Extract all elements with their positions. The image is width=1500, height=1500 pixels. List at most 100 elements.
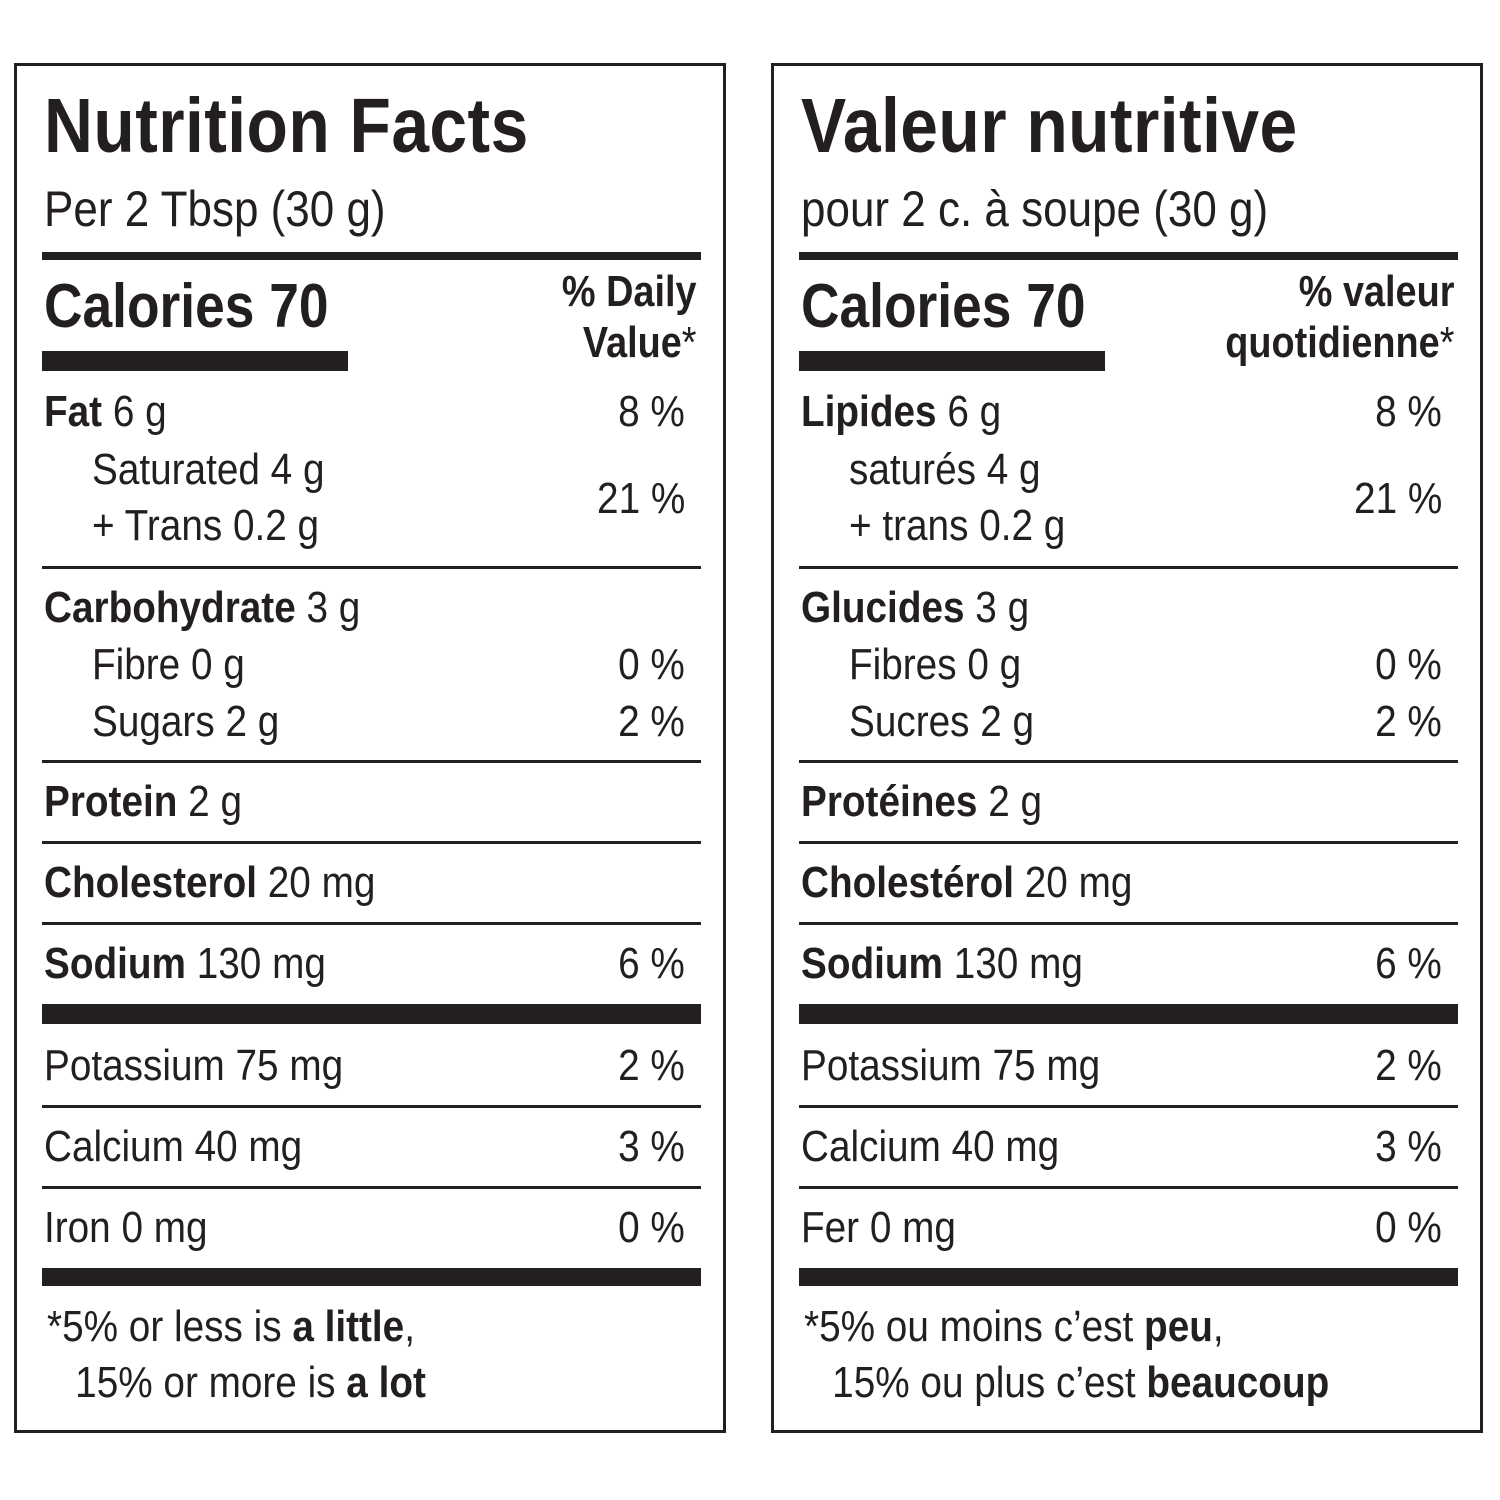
nutrient-label: + Trans 0.2 g	[92, 501, 320, 550]
row-protein: Protéines 2 g	[801, 774, 1442, 830]
nutrient-pct: 3 %	[1375, 1122, 1442, 1171]
nutrition-facts-panel-fr: Valeur nutritive pour 2 c. à soupe (30 g…	[771, 63, 1483, 1433]
nutrient-amount: 3 g	[306, 583, 361, 632]
calories-label: Calories 70	[44, 272, 329, 341]
nutrient-label: Sodium	[801, 939, 943, 988]
nutrient-label: + trans 0.2 g	[849, 501, 1066, 550]
footnote-text: ,	[1212, 1302, 1224, 1351]
nutrient-amount: 20 mg	[1024, 858, 1133, 907]
nutrient-label: Fibres 0 g	[849, 640, 1022, 689]
divider	[799, 566, 1458, 569]
nutrient-pct: 2 %	[618, 697, 685, 746]
footnote-text: 15% or more is	[75, 1358, 347, 1407]
nutrient-label: Potassium 75 mg	[44, 1041, 344, 1090]
nutrient-pct: 3 %	[618, 1122, 685, 1171]
dv-header-line2: quotidienne	[1224, 318, 1440, 368]
nutrient-amount: 130 mg	[196, 939, 326, 988]
panel-title: Valeur nutritive	[801, 83, 1298, 169]
dv-header-line1: % valeur	[1298, 267, 1454, 316]
divider	[42, 566, 701, 569]
daily-value-header: % Daily Value*	[562, 266, 697, 368]
row-protein: Protein 2 g	[44, 774, 685, 830]
footnote-text: 15% ou plus c’est	[832, 1358, 1147, 1407]
nutrient-pct: 2 %	[1375, 1041, 1442, 1090]
row-iron: Iron 0 mg 0 %	[44, 1200, 685, 1256]
nutrient-label: Sugars 2 g	[92, 697, 280, 746]
thick-divider	[42, 1268, 701, 1286]
divider	[42, 922, 701, 925]
row-fibre: Fibre 0 g 0 %	[92, 637, 685, 693]
nutrient-label: Calcium 40 mg	[44, 1122, 303, 1171]
row-sugars: Sugars 2 g 2 %	[92, 694, 685, 750]
sat-trans-pct: 21 %	[1353, 474, 1442, 523]
footnote: *5% or less is a little, 15% or more is …	[47, 1299, 426, 1411]
nutrient-pct: 2 %	[618, 1041, 685, 1090]
nutrient-label: Cholesterol	[44, 858, 258, 907]
row-potassium: Potassium 75 mg 2 %	[801, 1038, 1442, 1094]
nutrient-label: Fibre 0 g	[92, 640, 245, 689]
footnote-emphasis: peu	[1144, 1302, 1213, 1351]
row-sodium: Sodium 130 mg 6 %	[801, 936, 1442, 992]
nutrient-label: Iron 0 mg	[44, 1203, 208, 1252]
row-carbohydrate: Carbohydrate 3 g	[44, 580, 685, 636]
serving-size: Per 2 Tbsp (30 g)	[44, 181, 386, 237]
nutrient-label: Fat	[44, 387, 103, 436]
thick-divider	[42, 252, 701, 260]
nutrient-pct: 2 %	[1375, 697, 1442, 746]
row-cholesterol: Cholestérol 20 mg	[801, 855, 1442, 911]
thick-divider	[799, 252, 1458, 260]
row-cholesterol: Cholesterol 20 mg	[44, 855, 685, 911]
nutrient-pct: 8 %	[1375, 387, 1442, 436]
nutrient-amount: 2 g	[988, 777, 1043, 826]
dv-header-line2: Value	[583, 318, 683, 368]
nutrient-pct: 0 %	[1375, 640, 1442, 689]
nutrition-facts-panel-en: Nutrition Facts Per 2 Tbsp (30 g) Calori…	[14, 63, 726, 1433]
nutrient-label: Fer 0 mg	[801, 1203, 956, 1252]
row-calcium: Calcium 40 mg 3 %	[801, 1119, 1442, 1175]
row-sodium: Sodium 130 mg 6 %	[44, 936, 685, 992]
thick-divider	[42, 1004, 701, 1024]
footnote-text: ,	[404, 1302, 415, 1351]
divider	[42, 1186, 701, 1189]
nutrient-label: Protéines	[801, 777, 978, 826]
calories-bar	[799, 351, 1105, 371]
thick-divider	[799, 1004, 1458, 1024]
row-trans: + trans 0.2 g	[849, 498, 1442, 554]
row-sugars: Sucres 2 g 2 %	[849, 694, 1442, 750]
nutrient-amount: 130 mg	[953, 939, 1083, 988]
row-trans: + Trans 0.2 g	[92, 498, 685, 554]
nutrient-pct: 8 %	[618, 387, 685, 436]
footnote: *5% ou moins c’est peu, 15% ou plus c’es…	[804, 1299, 1329, 1411]
nutrient-pct: 6 %	[618, 939, 685, 988]
nutrient-label: Lipides	[801, 387, 937, 436]
divider	[799, 841, 1458, 844]
row-carbohydrate: Glucides 3 g	[801, 580, 1442, 636]
nutrient-label: saturés 4 g	[849, 445, 1041, 494]
nutrient-pct: 0 %	[1375, 1203, 1442, 1252]
nutrient-label: Calcium 40 mg	[801, 1122, 1060, 1171]
nutrient-label: Potassium 75 mg	[801, 1041, 1101, 1090]
row-potassium: Potassium 75 mg 2 %	[44, 1038, 685, 1094]
row-iron: Fer 0 mg 0 %	[801, 1200, 1442, 1256]
footnote-emphasis: a lot	[346, 1358, 426, 1407]
nutrient-label: Glucides	[801, 583, 965, 632]
calories-bar	[42, 351, 348, 371]
divider	[42, 1105, 701, 1108]
row-calcium: Calcium 40 mg 3 %	[44, 1119, 685, 1175]
row-fat: Fat 6 g 8 %	[44, 384, 685, 440]
divider	[42, 760, 701, 763]
nutrient-label: Carbohydrate	[44, 583, 296, 632]
nutrient-amount: 6 g	[947, 387, 1002, 436]
calories-label: Calories 70	[801, 272, 1086, 341]
asterisk: *	[682, 318, 697, 368]
nutrient-label: Saturated 4 g	[92, 445, 325, 494]
nutrient-label: Sodium	[44, 939, 186, 988]
thick-divider	[799, 1268, 1458, 1286]
nutrient-label: Protein	[44, 777, 178, 826]
nutrient-label: Cholestérol	[801, 858, 1015, 907]
nutrient-amount: 20 mg	[267, 858, 376, 907]
nutrient-amount: 6 g	[112, 387, 167, 436]
nutrient-amount: 3 g	[975, 583, 1030, 632]
sat-trans-pct: 21 %	[596, 474, 685, 523]
footnote-emphasis: a little	[292, 1302, 405, 1351]
